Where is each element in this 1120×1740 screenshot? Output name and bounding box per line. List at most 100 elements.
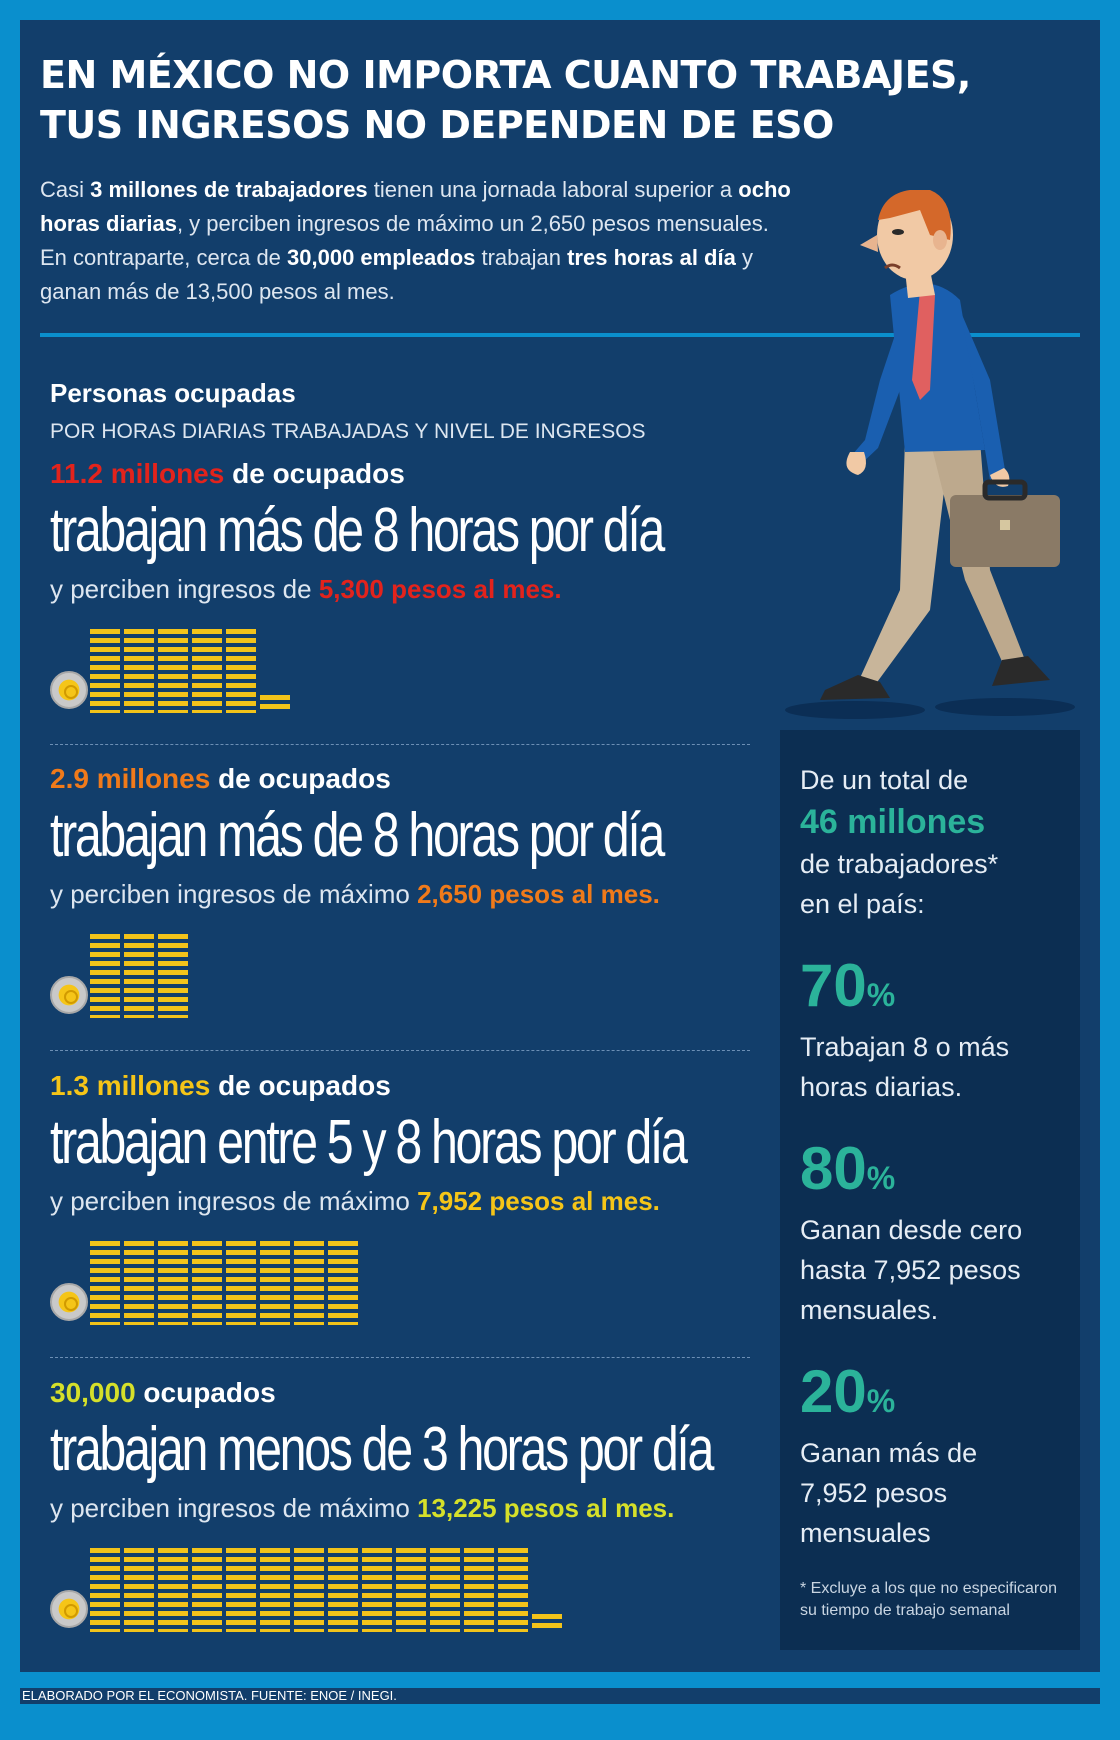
group-heading: 1.3 millones de ocupados: [50, 1070, 790, 1102]
header-divider: [40, 333, 1080, 337]
intro-text: Casi: [40, 177, 91, 202]
income-amount: 13,225 pesos al mes.: [417, 1493, 675, 1523]
stat-unit: %: [866, 977, 896, 1013]
coin-icon: [50, 1283, 88, 1321]
stat-unit: %: [866, 1383, 896, 1419]
coin-icon: [50, 976, 88, 1014]
income-amount: 5,300 pesos al mes.: [318, 574, 562, 604]
coin-stack-chart: [50, 623, 790, 713]
group-income-line: y perciben ingresos de máximo 13,225 pes…: [50, 1493, 790, 1524]
stat-text: mensuales.: [800, 1295, 939, 1325]
stat-text: Ganan desde cero: [800, 1215, 1023, 1245]
sidebox-intro: de trabajadores*: [800, 849, 999, 879]
group-income-line: y perciben ingresos de 5,300 pesos al me…: [50, 574, 790, 605]
stat-percentage: 70%: [800, 954, 1060, 1027]
coin-column: [158, 934, 188, 1018]
stat-text: Ganan más de: [800, 1438, 978, 1468]
group-headline: trabajan menos de 3 horas por día: [50, 1415, 714, 1484]
coin-column: [124, 1548, 154, 1632]
income-prefix: y perciben ingresos de máximo: [50, 1493, 418, 1523]
title-line-2: TUS INGRESOS NO DEPENDEN DE ESO: [40, 103, 834, 147]
stat-unit: %: [866, 1160, 896, 1196]
coin-column: [158, 1241, 188, 1325]
coin-stack-chart: [50, 1542, 790, 1632]
stat-text: mensuales: [800, 1518, 931, 1548]
income-amount: 7,952 pesos al mes.: [417, 1186, 660, 1216]
coin-column: [90, 1548, 120, 1632]
group-divider: [50, 744, 750, 745]
group-headline: trabajan más de 8 horas por día: [50, 496, 665, 565]
group-suffix: ocupados: [135, 1377, 276, 1408]
sidebox-intro: en el país:: [800, 889, 925, 919]
coin-column: [226, 1241, 256, 1325]
group-headline: trabajan más de 8 horas por día: [50, 801, 665, 870]
intro-bold: tres horas al día: [567, 245, 736, 270]
coin-column: [124, 629, 154, 713]
coin-column: [362, 1548, 392, 1632]
group-suffix: de ocupados: [210, 1070, 391, 1101]
group-income-line: y perciben ingresos de máximo 7,952 peso…: [50, 1186, 790, 1217]
income-prefix: y perciben ingresos de máximo: [50, 879, 418, 909]
coin-column: [124, 1241, 154, 1325]
intro-text: trabajan: [475, 245, 568, 270]
infographic-panel: EN MÉXICO NO IMPORTA CUANTO TRABAJES, TU…: [20, 20, 1100, 1672]
coin-column: [226, 629, 256, 713]
group-divider: [50, 1357, 750, 1358]
stat-value: 80: [800, 1135, 867, 1202]
coin-column: [124, 934, 154, 1018]
main-title: EN MÉXICO NO IMPORTA CUANTO TRABAJES, TU…: [40, 50, 1080, 150]
stat-value: 20: [800, 1358, 867, 1425]
coin-icon: [50, 1590, 88, 1628]
coin-column: [464, 1548, 494, 1632]
group-suffix: de ocupados: [224, 458, 405, 489]
group-11-2-millones: 11.2 millones de ocupados trabajan más d…: [50, 458, 790, 713]
coin-column: [532, 1614, 562, 1632]
coin-column: [430, 1548, 460, 1632]
group-income-line: y perciben ingresos de máximo 2,650 peso…: [50, 879, 790, 910]
intro-text: , y perciben ingresos de máximo un 2,650…: [40, 211, 769, 270]
coin-column: [328, 1241, 358, 1325]
title-line-1: EN MÉXICO NO IMPORTA CUANTO TRABAJES,: [40, 53, 971, 97]
coin-column: [260, 1241, 290, 1325]
stat-percentage: 20%: [800, 1360, 1060, 1433]
source-footer: ELABORADO POR EL ECONOMISTA. FUENTE: ENO…: [20, 1688, 1100, 1704]
coin-column: [192, 629, 222, 713]
income-prefix: y perciben ingresos de máximo: [50, 1186, 418, 1216]
group-30000: 30,000 ocupados trabajan menos de 3 hora…: [50, 1377, 790, 1632]
group-1-3-millones: 1.3 millones de ocupados trabajan entre …: [50, 1070, 790, 1325]
stat-value: 70: [800, 952, 867, 1019]
income-amount: 2,650 pesos al mes.: [417, 879, 660, 909]
intro-text: y ganan más de 13,500 pesos al mes.: [40, 245, 753, 304]
coin-column: [158, 629, 188, 713]
tired-worker-illustration: [785, 190, 1075, 719]
coin-column: [260, 695, 290, 713]
stat-text: horas diarias.: [800, 1072, 963, 1102]
group-heading: 30,000 ocupados: [50, 1377, 790, 1409]
coin-column: [396, 1548, 426, 1632]
coin-column: [90, 1241, 120, 1325]
group-heading: 2.9 millones de ocupados: [50, 763, 790, 795]
coin-column: [294, 1241, 324, 1325]
coin-column: [192, 1241, 222, 1325]
stat-percentage: 80%: [800, 1137, 1060, 1210]
coin-icon: [50, 671, 88, 709]
section-subtitle: POR HORAS DIARIAS TRABAJADAS Y NIVEL DE …: [50, 420, 646, 443]
coin-column: [158, 1548, 188, 1632]
intro-bold: 30,000 empleados: [287, 245, 476, 270]
stat-text: hasta 7,952 pesos: [800, 1255, 1021, 1285]
coin-column: [90, 934, 120, 1018]
group-divider: [50, 1050, 750, 1051]
group-suffix: de ocupados: [210, 763, 391, 794]
group-heading: 11.2 millones de ocupados: [50, 458, 790, 490]
group-count: 11.2 millones: [50, 458, 225, 489]
group-headline: trabajan entre 5 y 8 horas por día: [50, 1108, 688, 1177]
intro-bold: ocho horas diarias: [40, 177, 791, 236]
coin-column: [90, 629, 120, 713]
coin-column: [192, 1548, 222, 1632]
coin-column: [328, 1548, 358, 1632]
group-count: 30,000: [50, 1377, 136, 1408]
section-title: Personas ocupadas: [50, 378, 296, 408]
coin-stack-chart: [50, 928, 790, 1018]
coin-column: [294, 1548, 324, 1632]
coin-column: [260, 1548, 290, 1632]
